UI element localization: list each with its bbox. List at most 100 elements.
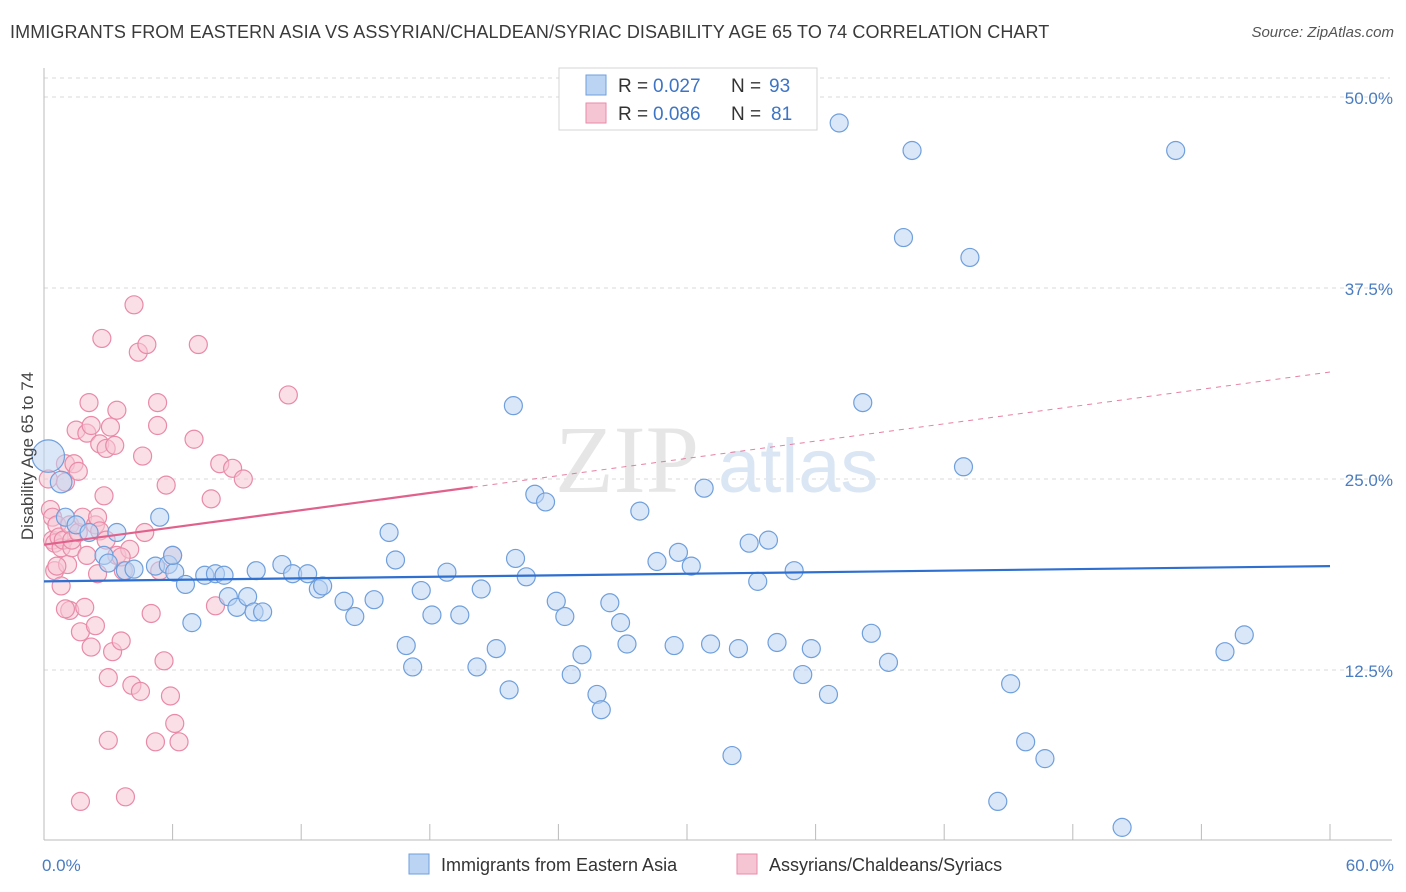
- assyrian-point-55: [132, 446, 153, 466]
- x-tick-labels: 0.0% 60.0%: [42, 856, 1394, 875]
- assyrian-point-24: [75, 597, 95, 617]
- y-tick-labels: 12.5% 25.0% 37.5% 50.0%: [1345, 89, 1393, 681]
- eastern-asia-point-34: [396, 635, 416, 656]
- legend-n-value-2: 81: [771, 104, 792, 125]
- assyrian-point-71: [201, 489, 221, 509]
- y-tick-label-2: 37.5%: [1345, 280, 1393, 299]
- assyrian-point-47: [111, 631, 131, 651]
- eastern-asia-point-42: [486, 639, 506, 659]
- eastern-asia-point-26: [298, 564, 318, 584]
- eastern-asia-point-56: [617, 634, 637, 654]
- watermark: ZIP atlas: [555, 406, 879, 513]
- assyrian-point-61: [147, 415, 168, 436]
- eastern-asia-point-91: [163, 545, 183, 566]
- eastern-asia-point-30: [345, 606, 365, 627]
- grid-lines: [44, 77, 1390, 671]
- eastern-asia-point-51: [572, 645, 592, 665]
- eastern-asia-point-75: [853, 393, 873, 413]
- assyrian-point-75: [233, 469, 253, 489]
- eastern-asia-point-47: [535, 492, 556, 512]
- assyrian-point-70: [188, 334, 208, 355]
- assyrian-point-67: [165, 713, 185, 734]
- eastern-asia-point-23: [253, 602, 273, 622]
- eastern-asia-point-1: [49, 470, 73, 494]
- y-axis-title: Disability Age 65 to 74: [18, 372, 37, 540]
- legend-r-value-1: 0.027: [653, 76, 701, 97]
- assyrian-point-69: [184, 429, 204, 449]
- legend-n-value-1: 93: [769, 76, 790, 97]
- assyrian-point-42: [100, 417, 121, 437]
- trend-line-assyrian-solid: [43, 486, 473, 546]
- legend-n-label-2: N =: [731, 104, 761, 125]
- legend-swatch-blue: [585, 74, 607, 96]
- assyrian-point-58: [141, 603, 161, 624]
- assyrian-point-59: [145, 732, 166, 752]
- assyrian-point-41: [98, 668, 118, 688]
- assyrian-point-76: [278, 385, 298, 405]
- assyrian-point-44: [105, 435, 125, 455]
- eastern-asia-point-5: [107, 522, 127, 543]
- eastern-asia-point-69: [767, 632, 787, 653]
- y-tick-label-1: 25.0%: [1345, 471, 1393, 490]
- eastern-asia-point-88: [1215, 642, 1235, 662]
- eastern-asia-point-60: [668, 542, 689, 562]
- x-tick-label-1: 60.0%: [1346, 856, 1394, 875]
- y-tick-label-0: 12.5%: [1345, 662, 1393, 681]
- eastern-asia-point-29: [334, 591, 354, 611]
- assyrian-point-54: [130, 681, 151, 701]
- trend-line-assyrian-dashed: [472, 371, 1331, 488]
- eastern-asia-point-54: [600, 593, 620, 613]
- eastern-asia-point-72: [801, 639, 821, 659]
- eastern-asia-point-61: [681, 556, 701, 576]
- assyrian-point-64: [156, 475, 176, 495]
- eastern-asia-point-87: [1166, 140, 1186, 161]
- bottom-legend-label-pink: Assyrians/Chaldeans/Syriacs: [769, 855, 1002, 875]
- eastern-asia-point-18: [182, 613, 202, 633]
- eastern-asia-point-65: [728, 639, 749, 659]
- eastern-asia-point-17: [214, 565, 234, 585]
- assyrian-point-60: [147, 393, 168, 413]
- assyrian-point-37: [94, 486, 114, 506]
- eastern-asia-point-83: [1001, 674, 1021, 694]
- eastern-asia-point-43: [499, 680, 519, 700]
- assyrian-point-68: [169, 732, 189, 752]
- assyrian-point-52: [124, 295, 144, 315]
- eastern-asia-point-70: [784, 561, 804, 581]
- eastern-asia-point-58: [647, 551, 667, 572]
- eastern-asia-point-0: [31, 439, 66, 473]
- eastern-asia-point-41: [471, 579, 491, 599]
- assyrian-point-25: [77, 545, 97, 566]
- eastern-asia-point-36: [411, 580, 431, 601]
- eastern-asia-point-57: [630, 501, 650, 521]
- assyrian-point-9: [51, 576, 71, 596]
- y-tick-label-3: 50.0%: [1345, 89, 1393, 108]
- eastern-asia-point-81: [960, 247, 980, 268]
- assyrian-point-28: [81, 415, 101, 436]
- eastern-asia-point-35: [403, 657, 423, 677]
- bottom-legend-swatch-pink: [736, 853, 758, 875]
- assyrian-point-36: [92, 328, 112, 349]
- eastern-asia-point-55: [610, 613, 631, 633]
- trend-lines: [43, 371, 1331, 583]
- assyrian-point-78: [55, 599, 76, 619]
- assyrian-point-29: [81, 637, 101, 657]
- assyrian-point-57: [137, 334, 157, 355]
- watermark-atlas: atlas: [718, 424, 879, 509]
- eastern-asia-point-28: [313, 576, 333, 596]
- chart-source: Source: ZipAtlas.com: [1251, 24, 1394, 41]
- eastern-asia-point-63: [700, 634, 721, 654]
- eastern-asia-point-67: [748, 571, 768, 591]
- assyrian-point-20: [68, 461, 88, 481]
- eastern-asia-point-79: [902, 140, 922, 161]
- legend-box: R = 0.027 N = 93 R = 0.086 N = 81: [558, 67, 818, 131]
- legend-r-value-2: 0.086: [653, 104, 701, 125]
- eastern-asia-point-78: [893, 227, 914, 248]
- eastern-asia-point-66: [739, 533, 759, 553]
- eastern-asia-point-80: [953, 457, 974, 477]
- eastern-asia-point-74: [829, 113, 849, 133]
- eastern-asia-point-59: [664, 635, 684, 656]
- x-tick-label-0: 0.0%: [42, 856, 81, 875]
- eastern-asia-point-32: [379, 522, 399, 543]
- eastern-asia-point-76: [861, 623, 881, 643]
